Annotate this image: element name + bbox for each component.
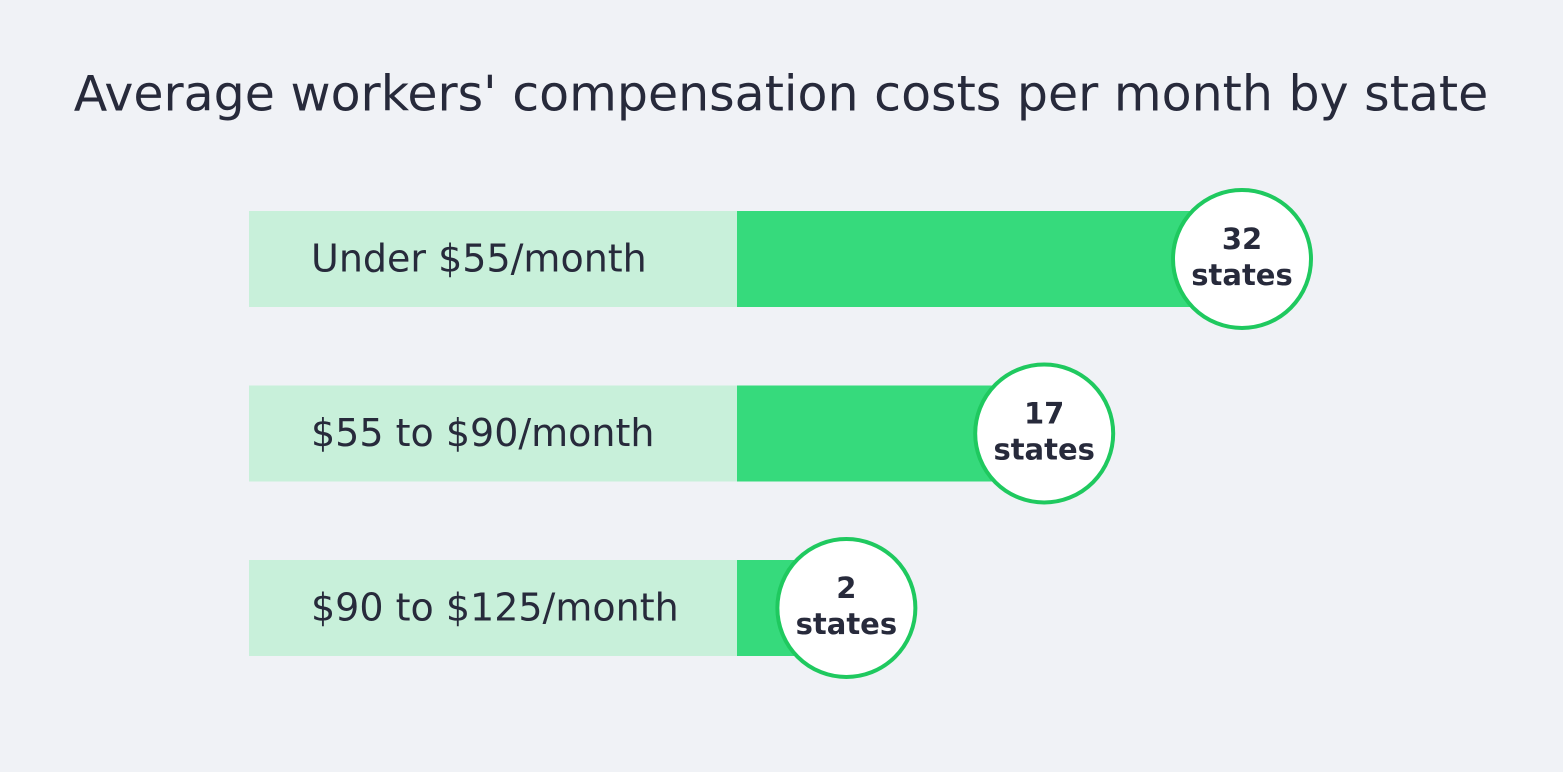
value-label-line: 2 — [836, 571, 856, 605]
category-label: Under $55/month — [311, 237, 647, 281]
bar — [737, 211, 1242, 307]
value-label-line: 17 — [1024, 397, 1064, 431]
value-label-line: 32 — [1222, 222, 1262, 256]
category-band — [249, 385, 737, 482]
value-label-line: states — [1191, 258, 1293, 292]
category-label: $90 to $125/month — [311, 586, 679, 630]
value-badge — [973, 362, 1116, 505]
category-label: $55 to $90/month — [311, 411, 655, 455]
value-label: 32 states — [1191, 222, 1293, 292]
category-band — [249, 560, 737, 656]
value-badge — [1171, 188, 1313, 330]
value-badge — [775, 537, 918, 679]
value-label-line: states — [993, 433, 1095, 467]
value-label-line: states — [796, 607, 898, 641]
category-band — [249, 211, 737, 307]
value-label: 2 states — [796, 571, 898, 641]
chart-title: Average workers' compensation costs per … — [74, 66, 1489, 123]
value-label: 17 states — [993, 397, 1095, 467]
